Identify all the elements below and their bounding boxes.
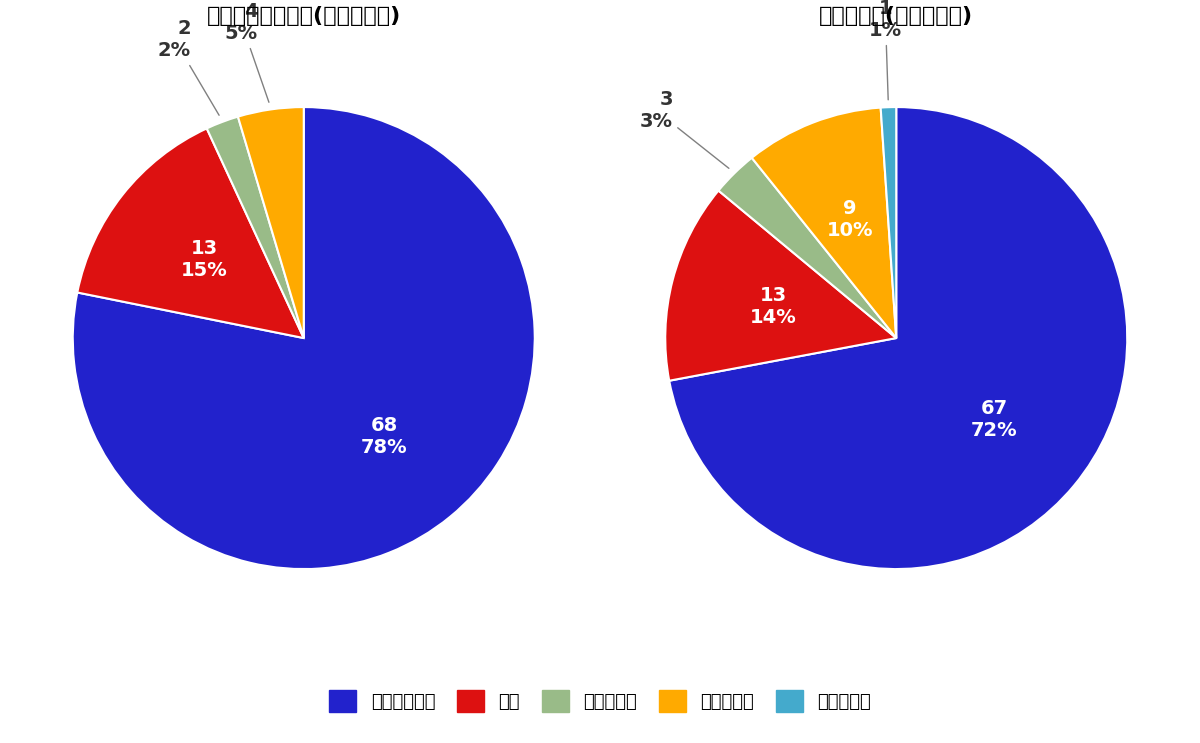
- Text: 2
2%: 2 2%: [158, 19, 220, 115]
- Text: 3
3%: 3 3%: [640, 90, 728, 169]
- Text: 13
14%: 13 14%: [750, 286, 797, 327]
- Wedge shape: [670, 107, 1127, 569]
- Text: 13
15%: 13 15%: [181, 239, 227, 280]
- Wedge shape: [77, 129, 304, 338]
- Wedge shape: [665, 191, 896, 380]
- Text: 9
10%: 9 10%: [827, 199, 874, 240]
- Wedge shape: [238, 107, 304, 338]
- Wedge shape: [73, 107, 535, 569]
- Legend: ちょうど良い, 簡単, 簡単すぎる, 少し難しい, 難しすぎる: ちょうど良い, 簡単, 簡単すぎる, 少し難しい, 難しすぎる: [322, 683, 878, 719]
- Title: チャレンジ(紙テキスト): チャレンジ(紙テキスト): [820, 5, 973, 25]
- Wedge shape: [881, 107, 896, 338]
- Text: 4
5%: 4 5%: [224, 2, 269, 103]
- Wedge shape: [751, 108, 896, 338]
- Text: 68
78%: 68 78%: [361, 416, 408, 457]
- Text: 67
72%: 67 72%: [971, 399, 1018, 440]
- Wedge shape: [719, 158, 896, 338]
- Wedge shape: [206, 117, 304, 338]
- Title: チャレンジタッチ(タブレット): チャレンジタッチ(タブレット): [206, 5, 401, 25]
- Text: 1
1%: 1 1%: [869, 0, 902, 100]
